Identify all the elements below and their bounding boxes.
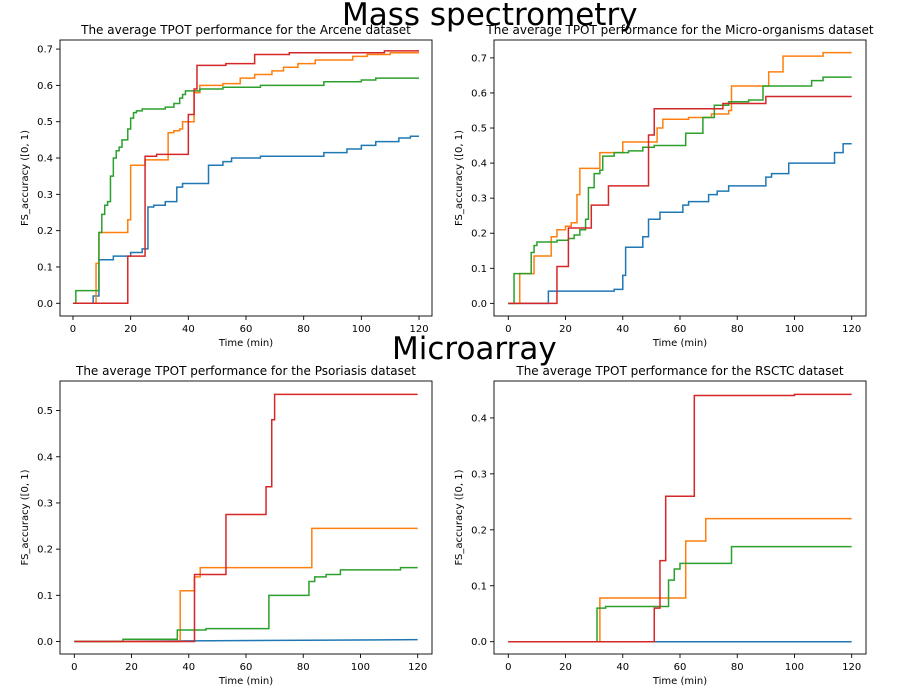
series-line-1 xyxy=(508,517,852,643)
x-tick-label: 20 xyxy=(559,662,572,673)
chart-psoriasis: 0 20 40 60 80 100 120 0.0 0.1 0.2 0.3 0.4 0.5 The ave… xyxy=(20,364,433,687)
x-tick-label: 80 xyxy=(297,324,310,335)
y-tick-label: 0.7 xyxy=(37,45,53,56)
y-tick-label: 0.1 xyxy=(471,581,487,592)
y-tick-label: 0.5 xyxy=(37,117,53,128)
y-tick-label: 0.1 xyxy=(471,264,487,275)
chart-title: The average TPOT performance for the Arc… xyxy=(80,23,411,37)
x-tick-label: 0 xyxy=(70,324,76,335)
series-line-3 xyxy=(72,50,420,305)
x-tick-label: 0 xyxy=(505,324,511,335)
y-axis-label: FS_accuracy ([0, 1) xyxy=(454,469,465,565)
y-tick-label: 0.3 xyxy=(471,194,487,205)
y-axis-label: FS_accuracy ([0, 1) xyxy=(20,469,31,565)
y-tick-label: 0.6 xyxy=(471,88,487,99)
plot-frame xyxy=(493,39,867,317)
x-tick-label: 60 xyxy=(240,662,253,673)
x-tick-label: 60 xyxy=(674,662,687,673)
series-line-3 xyxy=(74,393,418,643)
x-tick-label: 100 xyxy=(785,324,804,335)
y-tick-label: 0.0 xyxy=(471,299,487,310)
x-tick-label: 20 xyxy=(559,324,572,335)
y-tick-label: 0.4 xyxy=(37,452,53,463)
y-tick-label: 0.2 xyxy=(471,525,487,536)
series-line-1 xyxy=(74,527,418,643)
chart-arcene: 0 20 40 60 80 100 120 0.0 0.1 0.2 0.3 0.4 0.5 0.6 0.7 T… xyxy=(20,23,433,349)
series-line-2 xyxy=(74,566,418,643)
section-title-mass-spectrometry: Mass spectrometry xyxy=(342,0,638,33)
y-axis-label: FS_accuracy ([0, 1) xyxy=(454,130,465,226)
x-tick-label: 20 xyxy=(124,324,137,335)
y-tick-label: 0.0 xyxy=(471,637,487,648)
series-line-2 xyxy=(72,77,420,305)
x-tick-label: 40 xyxy=(182,324,195,335)
series-line-1 xyxy=(508,51,852,305)
series-line-1 xyxy=(72,51,420,305)
x-tick-label: 0 xyxy=(71,662,77,673)
x-tick-label: 120 xyxy=(409,324,428,335)
x-tick-label: 20 xyxy=(125,662,138,673)
y-tick-label: 0.5 xyxy=(471,124,487,135)
y-tick-label: 0.2 xyxy=(471,229,487,240)
plot-frame xyxy=(59,380,433,655)
y-tick-label: 0.1 xyxy=(37,262,53,273)
y-tick-label: 0.0 xyxy=(37,637,53,648)
chart-rsctc: 0 20 40 60 80 100 120 0.0 0.1 0.2 0.3 0.4 The averag… xyxy=(454,364,867,687)
x-tick-label: 80 xyxy=(731,324,744,335)
y-tick-label: 0.2 xyxy=(37,545,53,556)
x-axis-label: Time (min) xyxy=(652,338,707,349)
x-tick-label: 0 xyxy=(505,662,511,673)
y-tick-label: 0.1 xyxy=(37,591,53,602)
x-axis-label: Time (min) xyxy=(218,338,273,349)
series-line-3 xyxy=(508,393,852,643)
x-tick-label: 60 xyxy=(674,324,687,335)
x-tick-label: 40 xyxy=(616,324,629,335)
x-tick-label: 120 xyxy=(842,324,861,335)
x-tick-label: 100 xyxy=(351,662,370,673)
y-tick-label: 0.4 xyxy=(37,154,53,165)
x-tick-label: 80 xyxy=(297,662,310,673)
series-line-2 xyxy=(508,76,852,305)
x-tick-label: 100 xyxy=(785,662,804,673)
series-line-3 xyxy=(508,95,852,305)
chart-micro-organisms: 0 20 40 60 80 100 120 0.0 0.1 0.2 0.3 0.4 0.5 0.6 0.7 T… xyxy=(454,23,874,349)
section-title-microarray: Microarray xyxy=(392,331,557,367)
x-tick-label: 80 xyxy=(731,662,744,673)
y-tick-label: 0.7 xyxy=(471,53,487,64)
x-axis-label: Time (min) xyxy=(652,676,707,687)
y-tick-label: 0.3 xyxy=(37,190,53,201)
series-line-0 xyxy=(72,135,420,305)
x-axis-label: Time (min) xyxy=(218,676,273,687)
x-tick-label: 120 xyxy=(842,662,861,673)
x-tick-label: 40 xyxy=(182,662,195,673)
series-line-2 xyxy=(508,545,852,643)
plot-frame xyxy=(59,39,433,317)
x-tick-label: 100 xyxy=(352,324,371,335)
y-tick-label: 0.3 xyxy=(37,498,53,509)
plot-frame xyxy=(493,380,867,655)
chart-title: The average TPOT performance for the Pso… xyxy=(75,364,416,378)
y-tick-label: 0.4 xyxy=(471,413,487,424)
y-tick-label: 0.0 xyxy=(37,299,53,310)
y-tick-label: 0.3 xyxy=(471,469,487,480)
series-line-0 xyxy=(508,143,852,305)
y-tick-label: 0.4 xyxy=(471,159,487,170)
y-tick-label: 0.2 xyxy=(37,226,53,237)
x-tick-label: 120 xyxy=(408,662,427,673)
x-tick-label: 60 xyxy=(240,324,253,335)
chart-title: The average TPOT performance for the Mic… xyxy=(485,23,873,37)
y-tick-label: 0.5 xyxy=(37,406,53,417)
y-axis-label: FS_accuracy ([0, 1) xyxy=(20,130,31,226)
x-tick-label: 40 xyxy=(616,662,629,673)
chart-title: The average TPOT performance for the RSC… xyxy=(515,364,844,378)
y-tick-label: 0.6 xyxy=(37,81,53,92)
